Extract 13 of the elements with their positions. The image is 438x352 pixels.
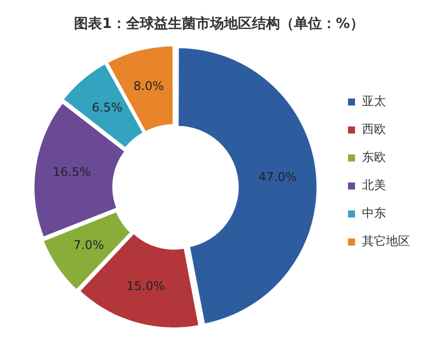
data-label: 47.0%: [258, 170, 297, 184]
data-label: 15.0%: [126, 279, 165, 294]
data-label: 6.5%: [92, 100, 122, 115]
legend-label: 东欧: [362, 150, 386, 164]
data-label: 7.0%: [73, 238, 104, 252]
legend-label: 亚太: [362, 94, 386, 108]
legend-label: 北美: [362, 178, 386, 192]
legend-label: 其它地区: [362, 234, 410, 248]
data-label: 16.5%: [52, 164, 91, 179]
legend-label: 中东: [362, 206, 386, 220]
data-label: 8.0%: [133, 79, 164, 94]
chart-title: 图表1：全球益生菌市场地区结构（单位：%）: [74, 15, 364, 32]
legend-label: 西欧: [362, 122, 386, 136]
